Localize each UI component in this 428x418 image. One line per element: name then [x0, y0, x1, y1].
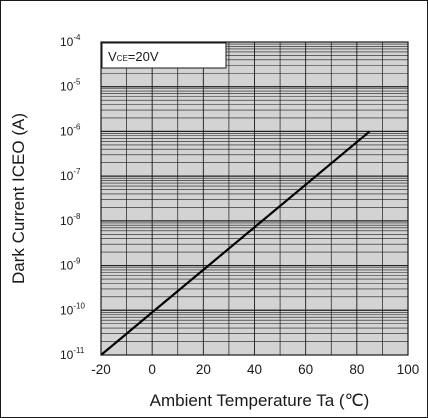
- y-tick-base: 10: [60, 169, 74, 183]
- y-tick-label: 10-10: [60, 301, 85, 317]
- annotation-text: VCE=20V: [108, 49, 159, 64]
- y-tick-exponent: -5: [73, 78, 81, 87]
- y-tick-base: 10: [60, 214, 74, 228]
- annotation-box: [101, 42, 227, 69]
- annotation-rest: =20V: [128, 49, 159, 64]
- y-tick-label: 10-11: [60, 346, 85, 362]
- series-layer: [100, 130, 371, 356]
- annotation-subscript: CE: [117, 54, 128, 63]
- x-tick-label: 20: [196, 362, 211, 377]
- y-tick-label: 10-6: [60, 122, 81, 138]
- x-tick-labels: -20 0 20 40 60 80 100: [91, 362, 419, 377]
- x-tick-label: 100: [397, 362, 420, 377]
- y-axis-label: Dark Current ICEO (A): [9, 113, 28, 284]
- x-tick-label: 60: [298, 362, 313, 377]
- annotation-main: V: [108, 49, 117, 64]
- plot-border: [100, 41, 409, 356]
- y-tick-base: 10: [60, 124, 74, 138]
- x-tick-label: 80: [349, 362, 364, 377]
- y-tick-base: 10: [60, 348, 74, 362]
- series-line: [100, 130, 371, 356]
- y-tick-exponent: -10: [73, 301, 85, 310]
- y-tick-label: 10-4: [60, 33, 81, 49]
- x-axis-label: Ambient Temperature Ta (℃): [150, 391, 370, 410]
- y-tick-base: 10: [60, 303, 74, 317]
- y-tick-exponent: -9: [73, 257, 81, 266]
- y-tick-base: 10: [60, 35, 74, 49]
- y-tick-label: 10-5: [60, 78, 81, 94]
- y-tick-label: 10-7: [60, 167, 81, 183]
- y-tick-base: 10: [60, 259, 74, 273]
- x-tick-label: 0: [148, 362, 156, 377]
- x-tick-label: -20: [91, 362, 111, 377]
- annotation: VCE=20V: [101, 42, 227, 69]
- y-tick-exponent: -11: [73, 346, 85, 355]
- y-tick-exponent: -8: [73, 212, 81, 221]
- y-tick-exponent: -6: [73, 122, 81, 131]
- y-tick-exponent: -7: [73, 167, 81, 176]
- y-tick-exponent: -4: [73, 33, 81, 42]
- y-tick-base: 10: [60, 80, 74, 94]
- x-tick-label: 40: [247, 362, 262, 377]
- y-tick-label: 10-9: [60, 257, 81, 273]
- y-tick-label: 10-8: [60, 212, 81, 228]
